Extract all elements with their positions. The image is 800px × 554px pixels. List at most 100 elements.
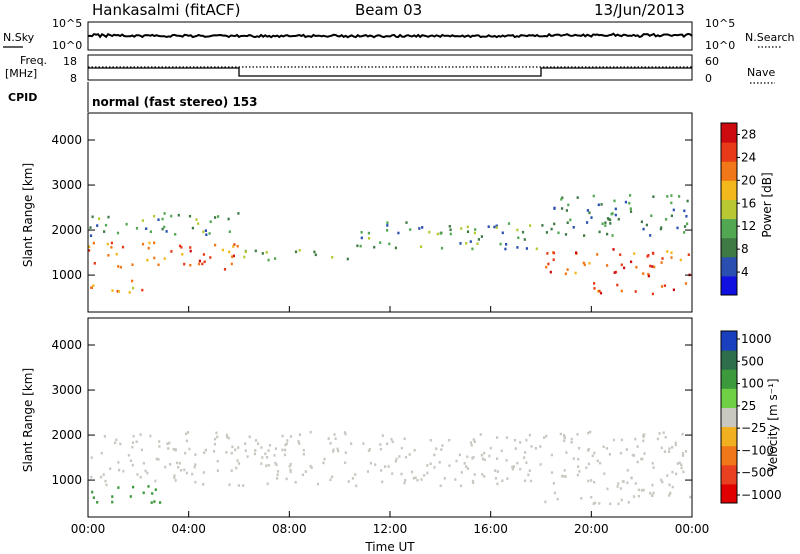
velocity-cell [127, 454, 130, 457]
velocity-cell [459, 484, 463, 488]
power-cell [629, 207, 632, 210]
power-cell [661, 257, 664, 260]
velocity-cell [166, 442, 169, 446]
velocity-cell [660, 478, 663, 482]
power-cell [612, 248, 615, 251]
velocity-cell [488, 454, 491, 458]
velocity-cell [366, 470, 370, 473]
velocity-cell [578, 446, 581, 450]
velocity-cell [226, 435, 229, 439]
velocity-cell [651, 494, 654, 497]
power-cell [331, 256, 334, 259]
velocity-cell [668, 494, 671, 497]
velocity-cell [281, 434, 284, 438]
velocity-cell [400, 472, 403, 476]
velocity-cell [225, 451, 228, 454]
velocity-cell [433, 453, 436, 457]
velocity-cell [587, 431, 590, 435]
power-cell [604, 224, 607, 227]
power-cell [651, 292, 654, 296]
velocity-cell [410, 470, 414, 474]
velocity-cell [164, 465, 167, 469]
freq-tick-top: 18 [63, 55, 77, 68]
power-cell [141, 288, 144, 292]
velocity-cell [643, 452, 646, 455]
power-cell [583, 263, 586, 267]
power-cell [566, 268, 569, 271]
power-cell [613, 271, 616, 274]
power-cell [231, 255, 234, 258]
velocity-cell [298, 433, 301, 436]
power-cell [217, 215, 220, 218]
velocity-cell [194, 463, 197, 466]
power-cell [553, 206, 556, 210]
colorbar-tick-label: 12 [741, 219, 756, 233]
power-cell [686, 222, 689, 226]
velocity-cell [276, 477, 279, 480]
velocity-cell [129, 495, 132, 498]
power-cell [233, 243, 236, 246]
power-cell [466, 225, 469, 229]
velocity-cell [634, 437, 637, 441]
velocity-cell [616, 485, 619, 488]
velocity-cell [563, 436, 566, 440]
nsky-tick-bottom: 10^0 [52, 39, 82, 52]
freq-label-2: [MHz] [5, 67, 37, 80]
power-cell [630, 260, 633, 264]
velocity-cell [505, 436, 508, 439]
power-cell [474, 228, 477, 231]
velocity-cell [403, 437, 406, 441]
power-cell [110, 246, 113, 249]
power-cell [91, 215, 94, 219]
station-title: Hankasalmi (fitACF) [92, 1, 240, 19]
nave-label: Nave [747, 66, 775, 79]
velocity-cell [347, 480, 350, 483]
velocity-cell [354, 473, 357, 476]
velocity-cell [362, 442, 365, 445]
power-cell [183, 262, 186, 266]
velocity-cell [140, 448, 143, 452]
power-cell [244, 250, 247, 254]
power-cell [188, 214, 192, 218]
power-cell [566, 221, 569, 224]
velocity-cell [524, 451, 527, 454]
power-cell [373, 245, 376, 249]
nave-tick-top: 60 [705, 55, 719, 68]
power-cell [460, 227, 463, 230]
velocity-cell [302, 448, 305, 452]
power-cell [388, 242, 391, 246]
velocity-cell [111, 500, 114, 504]
velocity-cell [264, 452, 267, 456]
velocity-cell [215, 431, 218, 435]
power-cell [495, 226, 498, 229]
power-cell [499, 242, 502, 246]
velocity-cell [496, 482, 499, 486]
velocity-cell [115, 438, 118, 442]
velocity-cell [519, 467, 522, 471]
velocity-cell [590, 495, 593, 499]
colorbar-swatch [721, 369, 737, 389]
x-tick-label: 00:00 [675, 522, 710, 536]
velocity-cell [139, 433, 142, 436]
power-yaxis: 1000 2000 3000 4000 [51, 133, 692, 282]
velocity-cell [454, 478, 457, 481]
power-cell [624, 200, 627, 204]
velocity-cell [266, 456, 269, 459]
velocity-cell [577, 457, 580, 461]
power-cell [670, 201, 673, 205]
power-cell [135, 227, 139, 230]
velocity-cell [496, 457, 499, 460]
x-tick-label: 00:00 [71, 522, 106, 536]
power-cell [604, 221, 607, 224]
power-cell [197, 222, 200, 225]
power-cell [359, 244, 362, 248]
power-cell [679, 258, 682, 262]
velocity-cell [158, 445, 161, 448]
power-cell [652, 195, 655, 198]
velocity-cell [481, 473, 484, 476]
velocity-cell [188, 447, 191, 451]
velocity-cell [175, 461, 179, 465]
velocity-cell [212, 450, 216, 453]
velocity-cell [608, 453, 611, 456]
velocity-cell [598, 502, 601, 505]
